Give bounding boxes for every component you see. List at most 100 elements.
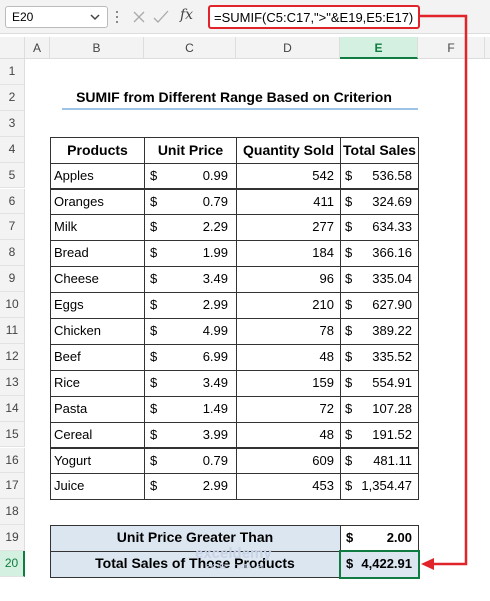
product: Chicken	[54, 323, 101, 338]
row-header: 11	[0, 318, 25, 344]
quantity: 453	[312, 478, 334, 494]
unit-price: 1.49	[202, 400, 228, 416]
currency-symbol: $	[150, 193, 158, 209]
arrow-line	[420, 14, 468, 566]
currency-symbol: $	[345, 478, 353, 494]
row-header: 15	[0, 421, 25, 448]
watermark-tagline: EXCEL · DATA · BI	[205, 564, 264, 572]
total-sales: 627.90	[372, 297, 412, 313]
currency-symbol: $	[150, 426, 158, 442]
total-sales: 324.69	[372, 193, 412, 209]
unit-price: 0.99	[202, 167, 228, 183]
column-header	[485, 37, 490, 59]
unit-price: 1.99	[202, 245, 228, 261]
title: SUMIF from Different Range Based on Crit…	[76, 88, 392, 105]
cancel-enter-icons	[116, 10, 169, 23]
row-header: 13	[0, 369, 25, 396]
currency-symbol: $	[345, 323, 353, 338]
unit-price: 2.99	[202, 478, 228, 494]
currency-symbol: $	[345, 297, 353, 313]
row-header: 14	[0, 395, 25, 422]
watermark: exceldemy	[195, 545, 272, 563]
quantity: 609	[312, 452, 334, 468]
row-header: 16	[0, 447, 25, 474]
currency-symbol: $	[345, 348, 353, 364]
cell	[340, 473, 419, 501]
product: Bread	[54, 245, 89, 261]
criterion-value: 2.00	[386, 530, 412, 546]
quantity: 78	[319, 323, 334, 338]
total-sales: 1,354.47	[361, 478, 412, 494]
cell	[50, 551, 341, 578]
currency-symbol: $	[345, 400, 353, 416]
currency-symbol: $	[150, 400, 158, 416]
currency-symbol: $	[150, 245, 158, 261]
total-sales: 536.58	[372, 167, 412, 183]
total-sales: 481.11	[373, 452, 412, 468]
currency-symbol: $	[346, 556, 354, 572]
row-header: 2	[0, 84, 25, 111]
column-header: E	[340, 37, 418, 59]
quantity: 210	[312, 297, 334, 313]
unit-price: 3.99	[202, 426, 228, 442]
unit-price: 4.99	[202, 323, 228, 338]
unit-price: 3.49	[202, 374, 228, 390]
unit-price: 2.99	[202, 297, 228, 313]
currency-symbol: $	[150, 374, 158, 390]
product: Juice	[54, 478, 85, 494]
currency-symbol: $	[345, 219, 353, 235]
row-header: 5	[0, 162, 25, 189]
result-value: 4,422.91	[361, 556, 412, 572]
row-header: 8	[0, 240, 25, 267]
product: Apples	[54, 167, 94, 183]
name-box[interactable]: E20	[5, 6, 108, 28]
formula-input[interactable]: =SUMIF(C5:C17,">"&E19,E5:E17)	[208, 5, 420, 29]
total-sales: 366.16	[372, 245, 412, 261]
currency-symbol: $	[150, 478, 158, 494]
currency-symbol: $	[150, 323, 158, 338]
quantity: 159	[312, 374, 334, 390]
product: Rice	[54, 374, 81, 390]
row-header: 12	[0, 343, 25, 370]
product: Pasta	[54, 400, 88, 416]
quantity: 411	[313, 193, 334, 209]
unit-price: 2.29	[202, 219, 228, 235]
fx-icon[interactable]: fx	[180, 7, 194, 23]
cell	[50, 525, 341, 553]
currency-symbol: $	[150, 271, 158, 287]
currency-symbol: $	[150, 452, 158, 468]
unit-price: 0.79	[202, 193, 228, 209]
row-header: 18	[0, 499, 25, 526]
quantity: 277	[312, 219, 334, 235]
unit-price: 3.49	[202, 271, 228, 287]
quantity: 96	[319, 271, 334, 287]
column-header: C	[144, 37, 236, 59]
total-sales: 335.52	[372, 348, 412, 364]
row-header: 6	[0, 188, 25, 215]
unit-price: 6.99	[202, 348, 228, 364]
selection-border	[339, 550, 420, 579]
select-all[interactable]	[0, 37, 25, 59]
total-sales: 107.28	[372, 400, 412, 416]
row-header: 3	[0, 110, 25, 137]
quantity: 48	[319, 348, 334, 364]
result-label: Total Sales of Those Products	[95, 555, 295, 572]
quantity: 72	[319, 400, 334, 416]
currency-symbol: $	[345, 452, 353, 468]
currency-symbol: $	[150, 219, 158, 235]
product: Yogurt	[54, 452, 92, 468]
total-sales: 389.22	[372, 323, 412, 338]
quantity: 542	[312, 167, 334, 183]
currency-symbol: $	[345, 374, 353, 390]
dropdown-icon[interactable]	[88, 10, 102, 24]
total-sales: 335.04	[372, 271, 412, 287]
column-header: B	[50, 37, 144, 59]
criterion-label: Unit Price Greater Than	[116, 529, 274, 546]
product: Beef	[54, 348, 81, 364]
product: Eggs	[54, 297, 84, 313]
product: Cereal	[54, 426, 93, 442]
product: Milk	[54, 219, 78, 235]
product: Cheese	[54, 271, 99, 287]
